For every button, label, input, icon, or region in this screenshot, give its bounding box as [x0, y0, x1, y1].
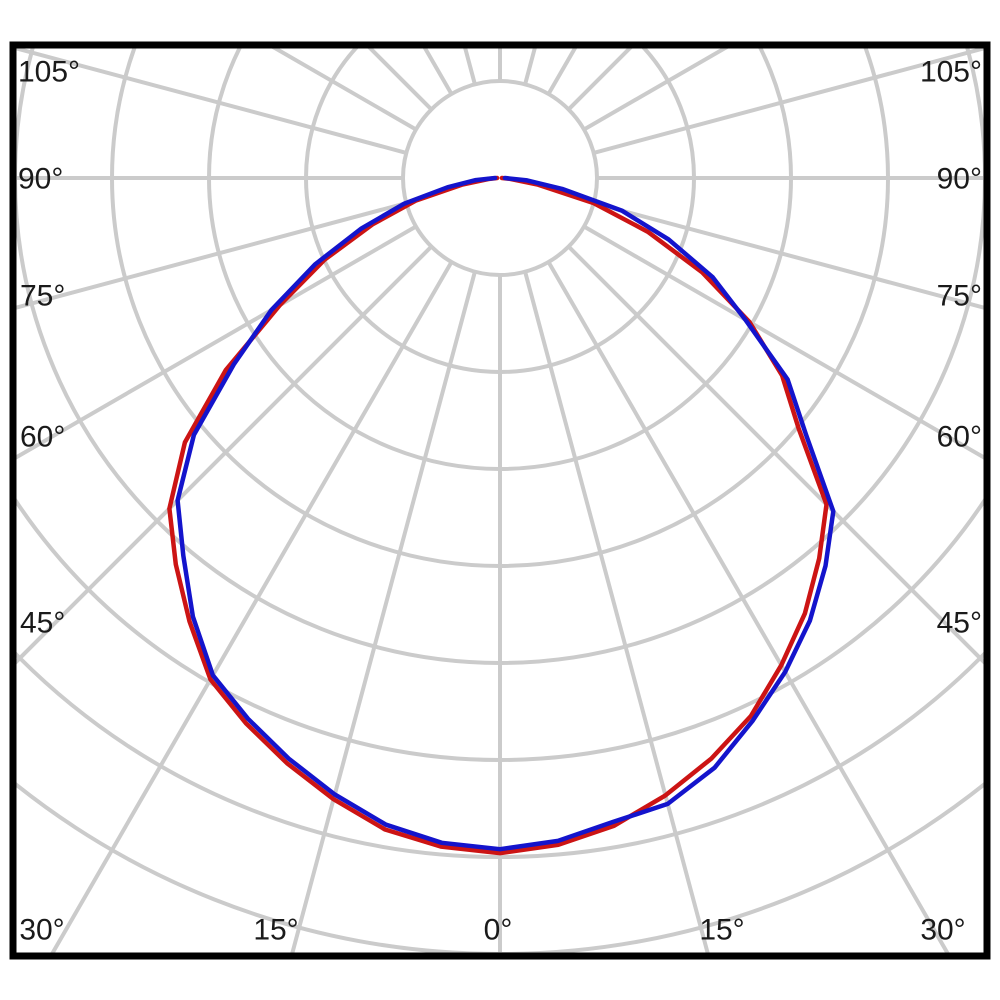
angle-label-left-60: 60° [20, 421, 65, 454]
grid-spoke [593, 48, 984, 155]
grid-spoke [16, 48, 407, 155]
angle-label-bottom-15: 15° [253, 914, 298, 947]
angle-label-right-75: 75° [937, 280, 982, 313]
angle-label-left-75: 75° [20, 280, 65, 313]
angle-label-right-60: 60° [937, 421, 982, 454]
grid-spoke [50, 261, 454, 953]
grid-spoke [567, 245, 984, 665]
angle-label-right-45: 45° [937, 607, 982, 640]
angle-label-bottom-30: 30° [920, 914, 965, 947]
grid-spoke [16, 224, 417, 460]
angle-labels: 105° 90° 75° 60° 45° 105° 90° 75° 60° 45° 30° 15° 0°… [18, 56, 982, 947]
grid-spoke [16, 245, 433, 665]
angle-label-bottom-30: 30° [19, 914, 64, 947]
grid-spoke [523, 271, 710, 953]
angle-label-left-45: 45° [20, 607, 65, 640]
curve-blue [175, 175, 836, 852]
angle-label-left-90: 90° [18, 163, 63, 196]
grid-spoke [593, 201, 984, 310]
grid-spoke [546, 261, 950, 953]
grid-spoke [583, 224, 984, 460]
plot-border [9, 41, 991, 960]
angle-label-bottom-15: 15° [699, 914, 744, 947]
angle-label-bottom-0: 0° [484, 914, 513, 947]
grid-spoke [290, 271, 477, 953]
distribution-curves [167, 175, 836, 856]
angle-label-left-105: 105° [18, 56, 80, 89]
angle-label-right-90: 90° [937, 163, 982, 196]
grid-spoke [16, 201, 407, 310]
angle-label-right-105: 105° [920, 56, 982, 89]
